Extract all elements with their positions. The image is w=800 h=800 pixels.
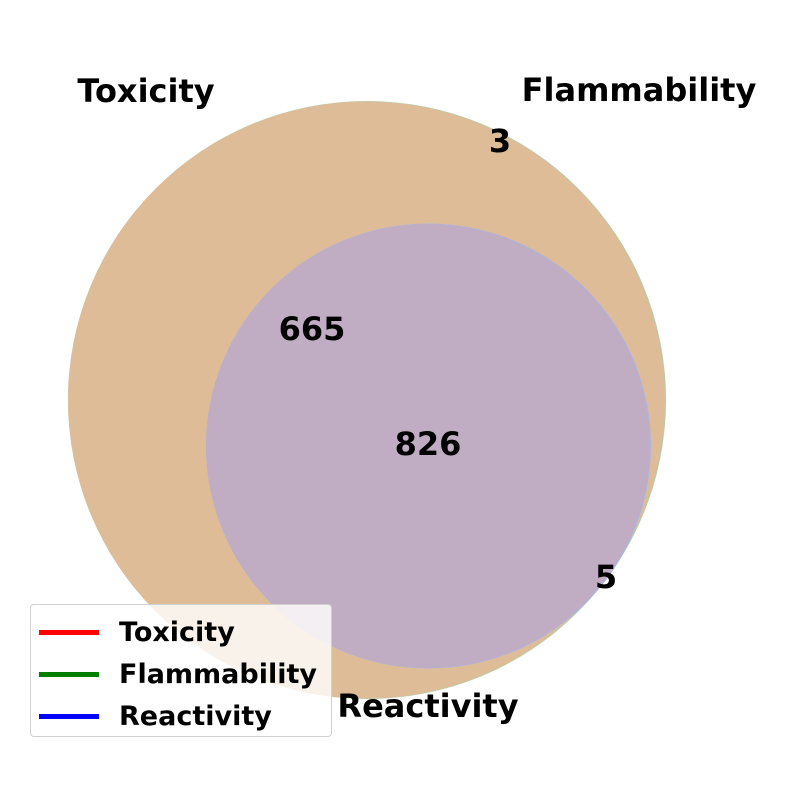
count-flammability-only: 3 — [489, 122, 511, 160]
legend-item-toxicity: Toxicity — [31, 611, 331, 653]
legend-label-toxicity: Toxicity — [119, 616, 235, 648]
legend: Toxicity Flammability Reactivity — [30, 604, 332, 737]
legend-label-flammability: Flammability — [119, 658, 318, 690]
count-flammability-reactivity: 5 — [595, 558, 617, 596]
legend-line-toxicity — [39, 629, 99, 635]
legend-line-flammability — [39, 671, 99, 677]
count-toxicity-flammability: 665 — [279, 310, 346, 348]
legend-item-reactivity: Reactivity — [31, 695, 331, 737]
toxicity-set-label: Toxicity — [77, 72, 214, 110]
count-all-three: 826 — [395, 425, 462, 463]
all-three-region — [206, 224, 650, 668]
legend-item-flammability: Flammability — [31, 653, 331, 695]
flammability-set-label: Flammability — [522, 71, 757, 109]
reactivity-set-label: Reactivity — [337, 687, 518, 725]
legend-label-reactivity: Reactivity — [119, 700, 272, 732]
legend-line-reactivity — [39, 713, 99, 719]
